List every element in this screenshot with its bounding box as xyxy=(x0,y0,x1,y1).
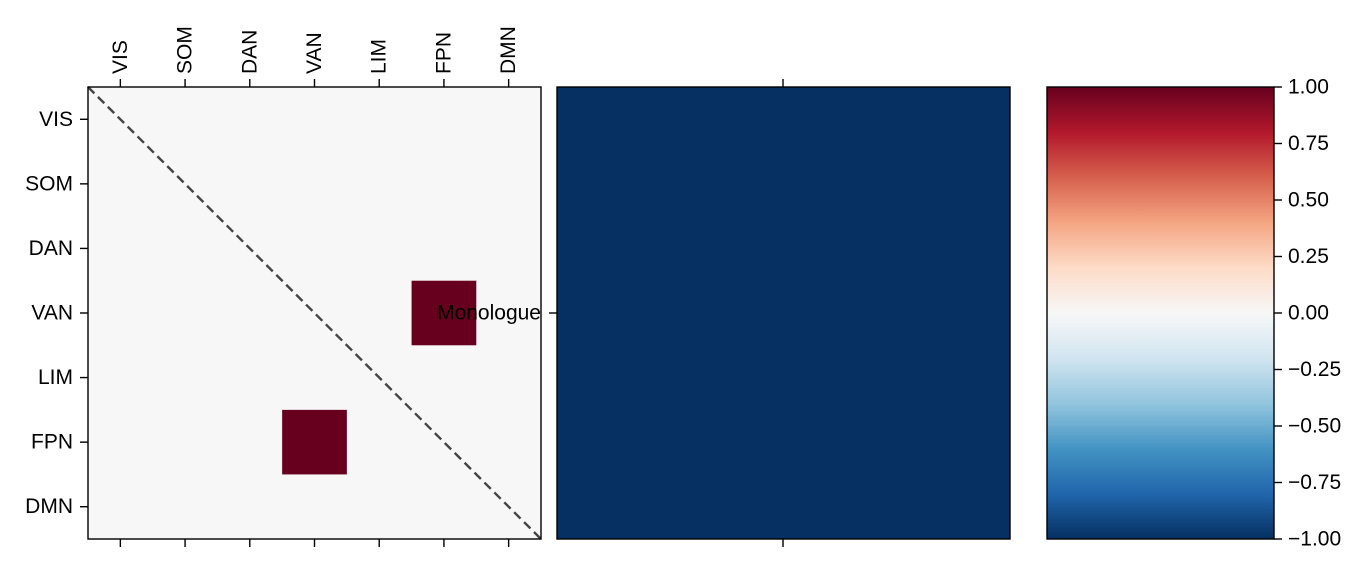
colorbar-tick-label-4: 0.00 xyxy=(1288,302,1329,325)
matrix-cell-lim-vis xyxy=(88,345,154,411)
matrix-cell-fpn-vis xyxy=(88,409,154,476)
matrix-cell-dmn-fpn xyxy=(411,474,477,540)
matrix-cell-lim-som xyxy=(152,345,219,411)
matrix-cell-dan-van xyxy=(282,216,348,282)
matrix-y-tick-label-dan: DAN xyxy=(29,237,73,260)
matrix-y-tick-label-van: VAN xyxy=(31,302,73,325)
matrix-x-tick-label-van: VAN xyxy=(303,32,326,74)
matrix-cell-vis-som xyxy=(152,87,219,153)
matrix-cell-vis-lim xyxy=(346,87,413,153)
colorbar-tick-label-6: −0.50 xyxy=(1288,415,1341,438)
condition-y-tick-label: Monologue xyxy=(437,302,541,325)
matrix-cell-van-dmn xyxy=(476,280,542,346)
matrix-cells xyxy=(88,87,542,540)
colorbar-tick-label-0: 1.00 xyxy=(1288,76,1329,99)
matrix-y-tick-label-lim: LIM xyxy=(38,366,73,389)
matrix-y-tick-label-vis: VIS xyxy=(39,108,73,131)
matrix-cell-som-dmn xyxy=(476,151,542,217)
matrix-cell-dan-fpn xyxy=(411,216,477,282)
matrix-x-tick-label-dmn: DMN xyxy=(497,26,520,74)
matrix-cell-dan-dmn xyxy=(476,216,542,282)
matrix-cell-fpn-van xyxy=(282,409,348,476)
matrix-cell-van-fpn xyxy=(411,280,477,346)
matrix-cell-som-lim xyxy=(346,151,413,217)
colorbar-tick-label-1: 0.75 xyxy=(1288,132,1329,155)
matrix-cell-lim-dan xyxy=(217,345,283,411)
condition-matrix-panel: Monologue xyxy=(437,79,1011,547)
matrix-cell-lim-van xyxy=(282,345,348,411)
matrix-cell-vis-fpn xyxy=(411,87,477,153)
matrix-x-tick-label-vis: VIS xyxy=(109,40,132,74)
matrix-cell-dan-som xyxy=(152,216,219,282)
colorbar-panel: 1.00 0.75 0.50 0.25 0.00 −0.25 −0.50 −0.75 −1.00 xyxy=(1046,76,1341,551)
matrix-cell-van-lim xyxy=(346,280,413,346)
matrix-cell-lim-fpn xyxy=(411,345,477,411)
matrix-y-ticks: VIS SOM DAN VAN LIM FPN DMN xyxy=(25,108,88,518)
matrix-cell-vis-dan xyxy=(217,87,283,153)
matrix-x-ticks-bottom xyxy=(119,539,510,547)
matrix-cell-vis-dmn xyxy=(476,87,542,153)
colorbar-gradient xyxy=(1047,87,1274,539)
matrix-y-tick-label-som: SOM xyxy=(25,172,73,195)
matrix-cell-fpn-dmn xyxy=(476,409,542,476)
matrix-cell-dmn-som xyxy=(152,474,219,540)
colorbar-tick-label-2: 0.50 xyxy=(1288,189,1329,212)
matrix-cell-dan-vis xyxy=(88,216,154,282)
matrix-cell-som-fpn xyxy=(411,151,477,217)
matrix-x-tick-label-dan: DAN xyxy=(238,30,261,74)
colorbar-ticks: 1.00 0.75 0.50 0.25 0.00 −0.25 −0.50 −0.75 −1.00 xyxy=(1274,76,1341,551)
matrix-cell-dmn-lim xyxy=(346,474,413,540)
colorbar-tick-label-3: 0.25 xyxy=(1288,245,1329,268)
matrix-cell-van-som xyxy=(152,280,219,346)
colorbar-tick-label-5: −0.25 xyxy=(1288,358,1341,381)
matrix-cell-dmn-van xyxy=(282,474,348,540)
matrix-cell-fpn-som xyxy=(152,409,219,476)
network-matrix-panel: VIS SOM DAN VAN LIM FPN DMN VIS SOM DAN VAN LIM FPN… xyxy=(25,26,542,547)
matrix-cell-lim-dmn xyxy=(476,345,542,411)
matrix-cell-van-dan xyxy=(217,280,283,346)
matrix-cell-fpn-lim xyxy=(346,409,413,476)
matrix-x-tick-label-fpn: FPN xyxy=(432,32,455,74)
matrix-y-tick-label-dmn: DMN xyxy=(25,495,73,518)
condition-cell-monologue xyxy=(557,87,1010,539)
matrix-cell-som-dan xyxy=(217,151,283,217)
colorbar-tick-label-7: −0.75 xyxy=(1288,471,1341,494)
matrix-cell-dmn-vis xyxy=(88,474,154,540)
matrix-cell-van-vis xyxy=(88,280,154,346)
matrix-y-tick-label-fpn: FPN xyxy=(31,431,73,454)
matrix-cell-vis-van xyxy=(282,87,348,153)
matrix-x-tick-label-lim: LIM xyxy=(368,39,391,74)
matrix-cell-som-vis xyxy=(88,151,154,217)
matrix-x-tick-label-som: SOM xyxy=(174,26,197,74)
matrix-cell-fpn-dan xyxy=(217,409,283,476)
colorbar-tick-label-8: −1.00 xyxy=(1288,528,1341,551)
matrix-x-ticks: VIS SOM DAN VAN LIM FPN DMN xyxy=(109,26,520,87)
diagonal-dashed-line xyxy=(87,86,542,540)
matrix-cell-dmn-dan xyxy=(217,474,283,540)
matrix-cell-som-van xyxy=(282,151,348,217)
matrix-cell-dan-lim xyxy=(346,216,413,282)
